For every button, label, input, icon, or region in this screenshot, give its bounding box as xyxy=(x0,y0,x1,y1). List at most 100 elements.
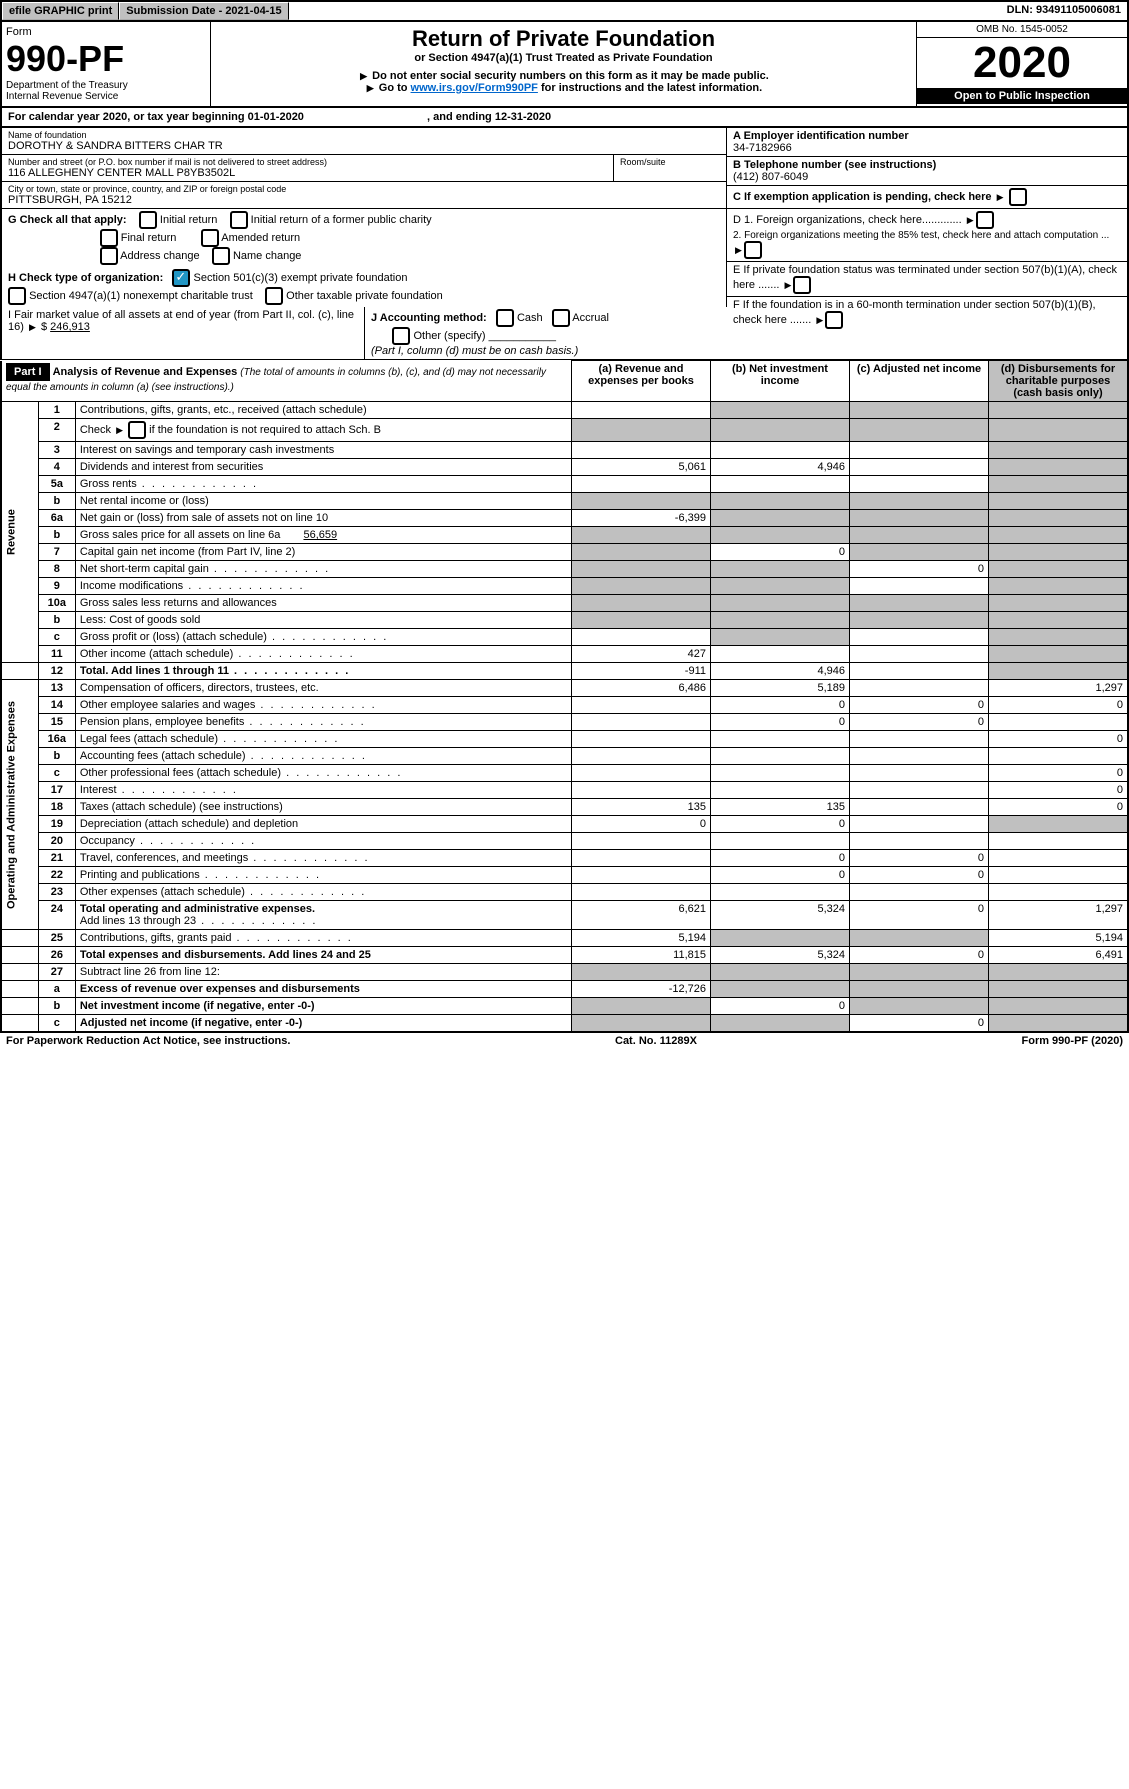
city: PITTSBURGH, PA 15212 xyxy=(8,194,720,206)
dept-line2: Internal Revenue Service xyxy=(6,91,206,102)
city-label: City or town, state or province, country… xyxy=(8,184,720,194)
g-opt-4: Address change xyxy=(120,250,200,262)
l18: Taxes (attach schedule) (see instruction… xyxy=(75,799,571,816)
l19: Depreciation (attach schedule) and deple… xyxy=(75,816,571,833)
footer: For Paperwork Reduction Act Notice, see … xyxy=(0,1033,1129,1049)
j-label: J Accounting method: xyxy=(371,312,487,324)
l16c: Other professional fees (attach schedule… xyxy=(75,765,571,782)
part1-table: Part I Analysis of Revenue and Expenses … xyxy=(0,360,1129,1033)
l26-d: 6,491 xyxy=(989,947,1129,964)
amended-check[interactable] xyxy=(201,229,219,247)
l5b: Net rental income or (loss) xyxy=(75,493,571,510)
g-opt-3: Amended return xyxy=(221,232,300,244)
paperwork-note: For Paperwork Reduction Act Notice, see … xyxy=(6,1035,290,1047)
l18-d: 0 xyxy=(989,799,1129,816)
form-footer: Form 990-PF (2020) xyxy=(1022,1035,1123,1047)
former-public-check[interactable] xyxy=(230,211,248,229)
l6a-a: -6,399 xyxy=(572,510,711,527)
l19-b: 0 xyxy=(711,816,850,833)
efile-btn[interactable]: efile GRAPHIC print xyxy=(2,2,119,20)
cat-no: Cat. No. 11289X xyxy=(615,1035,697,1047)
h-opt-3: Other taxable private foundation xyxy=(286,290,443,302)
form-link[interactable]: www.irs.gov/Form990PF xyxy=(411,82,538,94)
note-1: Do not enter social security numbers on … xyxy=(372,70,769,82)
foundation-name: DOROTHY & SANDRA BITTERS CHAR TR xyxy=(8,140,720,152)
l7: Capital gain net income (from Part IV, l… xyxy=(75,544,571,561)
form-header: Form 990-PF Department of the Treasury I… xyxy=(0,22,1129,108)
d2-check[interactable] xyxy=(744,241,762,259)
i-prefix: $ xyxy=(41,321,47,333)
submission-date: Submission Date - 2021-04-15 xyxy=(119,2,288,20)
l15-c: 0 xyxy=(850,714,989,731)
l23: Other expenses (attach schedule) xyxy=(75,884,571,901)
l6a: Net gain or (loss) from sale of assets n… xyxy=(75,510,571,527)
form-title: Return of Private Foundation xyxy=(215,26,912,52)
l4-b: 4,946 xyxy=(711,459,850,476)
phone-value: (412) 807-6049 xyxy=(733,171,808,183)
l15: Pension plans, employee benefits xyxy=(75,714,571,731)
initial-return-check[interactable] xyxy=(139,211,157,229)
l2-check[interactable] xyxy=(128,421,146,439)
addr: 116 ALLEGHENY CENTER MALL P8YB3502L xyxy=(8,167,607,179)
name-change-check[interactable] xyxy=(212,247,230,265)
j-other-check[interactable] xyxy=(392,327,410,345)
l8-c: 0 xyxy=(850,561,989,578)
form-number: 990-PF xyxy=(6,38,206,80)
l9: Income modifications xyxy=(75,578,571,595)
c-check[interactable] xyxy=(1009,188,1027,206)
f-check[interactable] xyxy=(825,311,843,329)
j-cash-check[interactable] xyxy=(496,309,514,327)
entity-info: Name of foundation DOROTHY & SANDRA BITT… xyxy=(0,128,1129,360)
l27c-c: 0 xyxy=(850,1015,989,1033)
arrow-icon xyxy=(27,321,38,333)
col-c: (c) Adjusted net income xyxy=(850,361,989,402)
h-501c3-check[interactable] xyxy=(172,269,190,287)
l26-b: 5,324 xyxy=(711,947,850,964)
h-other-check[interactable] xyxy=(265,287,283,305)
e-check[interactable] xyxy=(793,276,811,294)
c-label: C If exemption application is pending, c… xyxy=(733,191,992,203)
address-change-check[interactable] xyxy=(100,247,118,265)
l10c: Gross profit or (loss) (attach schedule) xyxy=(75,629,571,646)
l7-b: 0 xyxy=(711,544,850,561)
arrow-icon xyxy=(365,82,376,94)
l14-b: 0 xyxy=(711,697,850,714)
j-accrual: Accrual xyxy=(572,312,609,324)
l15-b: 0 xyxy=(711,714,850,731)
l4-a: 5,061 xyxy=(572,459,711,476)
l11-a: 427 xyxy=(572,646,711,663)
l10b: Less: Cost of goods sold xyxy=(75,612,571,629)
l14-c: 0 xyxy=(850,697,989,714)
l18-b: 135 xyxy=(711,799,850,816)
h-opt-1: Section 501(c)(3) exempt private foundat… xyxy=(193,272,407,284)
l24b: Add lines 13 through 23 xyxy=(80,915,318,927)
l16a-d: 0 xyxy=(989,731,1129,748)
l13-a: 6,486 xyxy=(572,680,711,697)
l18-a: 135 xyxy=(572,799,711,816)
g-opt-2: Final return xyxy=(121,232,177,244)
dept-line1: Department of the Treasury xyxy=(6,80,206,91)
d1-check[interactable] xyxy=(976,211,994,229)
l21-b: 0 xyxy=(711,850,850,867)
l25-a: 5,194 xyxy=(572,930,711,947)
h-4947-check[interactable] xyxy=(8,287,26,305)
l24: Total operating and administrative expen… xyxy=(80,903,315,915)
d1-label: D 1. Foreign organizations, check here..… xyxy=(733,214,962,226)
l14: Other employee salaries and wages xyxy=(75,697,571,714)
l27c: Adjusted net income (if negative, enter … xyxy=(80,1017,302,1029)
l2-post: if the foundation is not required to att… xyxy=(149,424,381,436)
l8: Net short-term capital gain xyxy=(75,561,571,578)
d2-label: 2. Foreign organizations meeting the 85%… xyxy=(733,230,1109,241)
final-return-check[interactable] xyxy=(100,229,118,247)
l25-d: 5,194 xyxy=(989,930,1129,947)
form-label: Form xyxy=(6,26,206,38)
l24-d: 1,297 xyxy=(989,901,1129,930)
l11: Other income (attach schedule) xyxy=(75,646,571,663)
l22-c: 0 xyxy=(850,867,989,884)
g-opt-0: Initial return xyxy=(160,214,217,226)
l17-d: 0 xyxy=(989,782,1129,799)
room-label: Room/suite xyxy=(620,157,720,167)
tax-year: 2020 xyxy=(917,38,1127,88)
j-accrual-check[interactable] xyxy=(552,309,570,327)
period-end: 12-31-2020 xyxy=(495,111,551,123)
